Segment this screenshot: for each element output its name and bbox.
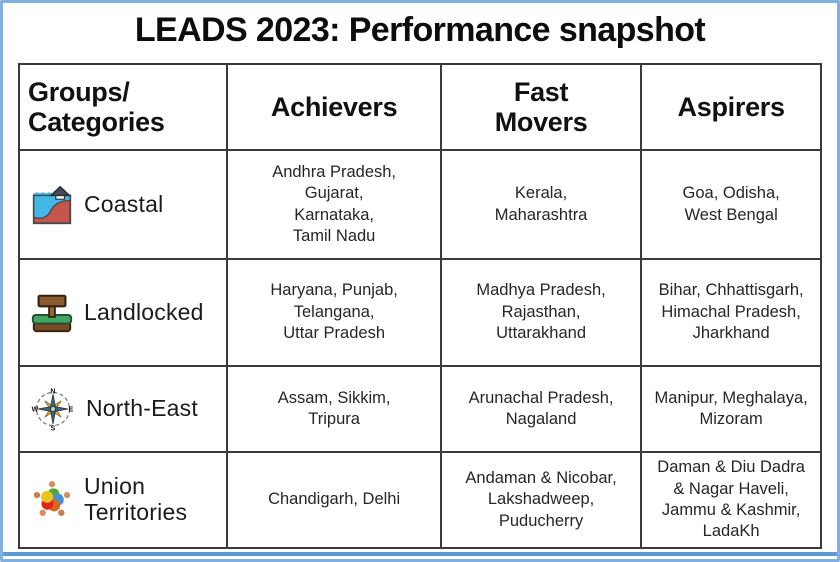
cell-landlocked-fast-movers: Madhya Pradesh, Rajasthan, Uttarakhand: [441, 260, 643, 367]
cell-landlocked-achievers: Haryana, Punjab, Telangana, Uttar Prades…: [228, 260, 442, 367]
row-label-coastal: Coastal: [20, 151, 229, 260]
svg-text:E: E: [69, 407, 74, 414]
performance-table: Groups/ Categories Achievers Fast Movers…: [18, 63, 822, 549]
row-label-union-territories: Union Territories: [20, 453, 229, 547]
column-header-achievers: Achievers: [228, 65, 442, 151]
row-label-landlocked: Landlocked: [20, 260, 229, 367]
cell-union-territories-achievers: Chandigarh, Delhi: [228, 453, 442, 547]
cell-coastal-achievers: Andhra Pradesh, Gujarat, Karnataka, Tami…: [228, 151, 442, 260]
column-header-groups: Groups/ Categories: [20, 65, 229, 151]
row-label-north-east: N E S W North-East: [20, 367, 229, 453]
svg-text:W: W: [32, 407, 39, 414]
cell-coastal-aspirers: Goa, Odisha, West Bengal: [642, 151, 820, 260]
column-header-aspirers: Aspirers: [642, 65, 820, 151]
cell-landlocked-aspirers: Bihar, Chhattisgarh, Himachal Pradesh, J…: [642, 260, 820, 367]
row-label-text: Union Territories: [84, 473, 188, 525]
bottom-accent-bar: [3, 552, 837, 556]
svg-text:N: N: [50, 389, 55, 396]
row-label-text: Landlocked: [84, 298, 204, 325]
compass-icon: N E S W: [32, 389, 74, 433]
row-label-text: North-East: [86, 395, 198, 422]
svg-text:S: S: [51, 426, 56, 433]
cell-union-territories-aspirers: Daman & Diu Dadra & Nagar Haveli, Jammu …: [657, 458, 805, 541]
cell-coastal-fast-movers: Kerala, Maharashtra: [441, 151, 643, 260]
cell-north-east-aspirers: Manipur, Meghalaya, Mizoram: [642, 367, 820, 453]
row-label-text: Coastal: [84, 190, 164, 217]
coastal-icon: [32, 185, 72, 224]
unity-people-icon: [33, 481, 71, 516]
landlocked-icon: [31, 294, 73, 332]
cell-union-territories-fast-movers: Andaman & Nicobar, Lakshadweep, Puducher…: [442, 453, 643, 547]
column-header-fast-movers: Fast Movers: [441, 65, 643, 151]
page-title: LEADS 2023: Performance snapshot: [134, 11, 706, 49]
cell-north-east-fast-movers: Arunachal Pradesh, Nagaland: [441, 367, 643, 453]
cell-north-east-achievers: Assam, Sikkim, Tripura: [228, 367, 442, 453]
